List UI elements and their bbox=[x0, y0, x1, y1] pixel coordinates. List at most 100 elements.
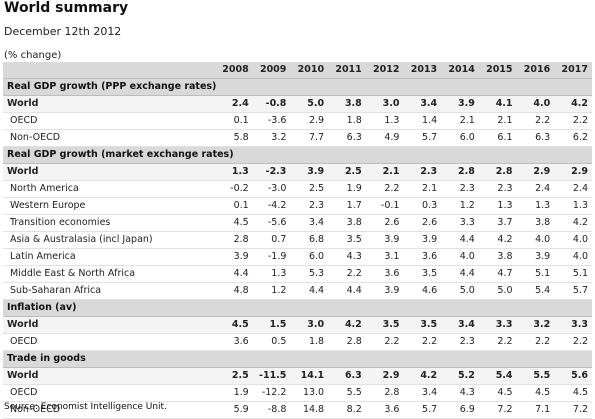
value-cell: 1.3 bbox=[365, 112, 404, 130]
value-cell: 4.2 bbox=[478, 231, 517, 249]
row-label: North America bbox=[3, 180, 216, 198]
value-cell: 3.9 bbox=[441, 95, 479, 113]
value-cell: 3.4 bbox=[403, 95, 442, 113]
value-cell: 4.4 bbox=[441, 265, 479, 283]
year-header: 2017 bbox=[554, 62, 592, 79]
value-cell: 2.2 bbox=[365, 180, 404, 198]
value-cell: 2.2 bbox=[365, 333, 404, 351]
value-cell: 3.8 bbox=[328, 95, 366, 113]
row-label: World bbox=[3, 367, 216, 385]
value-cell: 4.5 bbox=[215, 214, 253, 232]
row-label: Asia & Australasia (incl Japan) bbox=[3, 231, 216, 249]
value-cell: -0.1 bbox=[365, 197, 404, 215]
value-cell: 2.9 bbox=[290, 112, 329, 130]
value-cell: 3.8 bbox=[516, 214, 555, 232]
value-cell: 2.8 bbox=[478, 163, 517, 181]
row-label: World bbox=[3, 316, 216, 334]
value-cell: 1.9 bbox=[328, 180, 366, 198]
table-row: Middle East & North Africa 4.4 1.3 5.3 2.2 3.… bbox=[3, 265, 592, 283]
value-cell: 3.9 bbox=[403, 231, 442, 249]
value-cell: 2.3 bbox=[403, 163, 442, 181]
value-cell: 6.3 bbox=[328, 367, 366, 385]
value-cell: 5.4 bbox=[516, 282, 555, 300]
value-cell: 4.2 bbox=[554, 95, 592, 113]
value-cell: 4.2 bbox=[328, 316, 366, 334]
value-cell: 2.5 bbox=[328, 163, 366, 181]
value-cell: 0.3 bbox=[403, 197, 442, 215]
value-cell: 6.0 bbox=[290, 248, 329, 266]
value-cell: 4.8 bbox=[215, 282, 253, 300]
row-label: World bbox=[3, 163, 216, 181]
section-heading: Real GDP growth (market exchange rates) bbox=[3, 146, 592, 164]
value-cell: 2.3 bbox=[441, 180, 479, 198]
value-cell: 13.0 bbox=[290, 384, 329, 402]
value-cell: 7.2 bbox=[478, 401, 517, 419]
value-cell: 6.8 bbox=[290, 231, 329, 249]
value-cell: 4.5 bbox=[215, 316, 253, 334]
table-row: World 2.5 -11.5 14.1 6.3 2.9 4.2 5.2 5.4 5.5 5.6 bbox=[3, 367, 592, 385]
value-cell: 3.8 bbox=[478, 248, 517, 266]
value-cell: 3.3 bbox=[554, 316, 592, 334]
value-cell: 3.0 bbox=[365, 95, 404, 113]
value-cell: 2.5 bbox=[215, 367, 253, 385]
table-row: Non-OECD 5.8 3.2 7.7 6.3 4.9 5.7 6.0 6.1 6.3 6.2 bbox=[3, 129, 592, 147]
value-cell: 7.7 bbox=[290, 129, 329, 147]
value-cell: 2.2 bbox=[554, 333, 592, 351]
value-cell: 2.2 bbox=[516, 333, 555, 351]
year-header: 2011 bbox=[328, 62, 366, 79]
value-cell: 2.6 bbox=[365, 214, 404, 232]
value-cell: -3.6 bbox=[252, 112, 291, 130]
value-cell: 4.7 bbox=[478, 265, 517, 283]
value-cell: 3.6 bbox=[215, 333, 253, 351]
value-cell: 2.8 bbox=[441, 163, 479, 181]
units-note: (% change) bbox=[4, 50, 62, 61]
value-cell: 2.3 bbox=[441, 333, 479, 351]
value-cell: 8.2 bbox=[328, 401, 366, 419]
value-cell: 4.3 bbox=[441, 384, 479, 402]
value-cell: 6.9 bbox=[441, 401, 479, 419]
value-cell: 7.1 bbox=[516, 401, 555, 419]
value-cell: -2.3 bbox=[252, 163, 291, 181]
value-cell: 3.5 bbox=[403, 265, 442, 283]
value-cell: -4.2 bbox=[252, 197, 291, 215]
value-cell: -0.2 bbox=[215, 180, 253, 198]
value-cell: 2.2 bbox=[328, 265, 366, 283]
value-cell: 3.6 bbox=[365, 265, 404, 283]
table-row: Asia & Australasia (incl Japan) 2.8 0.7 6.8… bbox=[3, 231, 592, 249]
value-cell: 6.0 bbox=[441, 129, 479, 147]
value-cell: 4.5 bbox=[478, 384, 517, 402]
value-cell: 5.7 bbox=[554, 282, 592, 300]
value-cell: 3.9 bbox=[365, 282, 404, 300]
value-cell: 5.1 bbox=[554, 265, 592, 283]
value-cell: 4.0 bbox=[441, 248, 479, 266]
value-cell: 6.3 bbox=[516, 129, 555, 147]
value-cell: 4.0 bbox=[516, 95, 555, 113]
table-row: Transition economies 4.5 -5.6 3.4 3.8 2.6 2.6 3… bbox=[3, 214, 592, 232]
value-cell: 3.5 bbox=[365, 316, 404, 334]
value-cell: 6.1 bbox=[478, 129, 517, 147]
value-cell: -8.8 bbox=[252, 401, 291, 419]
row-label: OECD bbox=[3, 333, 216, 351]
table-row: Western Europe 0.1 -4.2 2.3 1.7 -0.1 0.3 1.2 1.3… bbox=[3, 197, 592, 215]
value-cell: 0.1 bbox=[215, 112, 253, 130]
value-cell: 14.1 bbox=[290, 367, 329, 385]
value-cell: 4.4 bbox=[441, 231, 479, 249]
value-cell: 1.5 bbox=[252, 316, 291, 334]
year-header: 2015 bbox=[478, 62, 517, 79]
year-header: 2010 bbox=[290, 62, 329, 79]
value-cell: 4.4 bbox=[215, 265, 253, 283]
value-cell: 2.2 bbox=[478, 333, 517, 351]
value-cell: 2.8 bbox=[365, 384, 404, 402]
row-label: Latin America bbox=[3, 248, 216, 266]
value-cell: 4.1 bbox=[478, 95, 517, 113]
value-cell: 1.2 bbox=[252, 282, 291, 300]
summary-table: 2008 2009 2010 2011 2012 2013 2014 2015 … bbox=[3, 62, 592, 419]
value-cell: 3.1 bbox=[365, 248, 404, 266]
value-cell: 4.0 bbox=[516, 231, 555, 249]
table-row: OECD 0.1 -3.6 2.9 1.8 1.3 1.4 2.1 2.1 2.2 2.2 bbox=[3, 112, 592, 130]
value-cell: 3.7 bbox=[478, 214, 517, 232]
row-label: Sub-Saharan Africa bbox=[3, 282, 216, 300]
value-cell: -12.2 bbox=[252, 384, 291, 402]
value-cell: 5.8 bbox=[215, 129, 253, 147]
value-cell: 2.1 bbox=[403, 180, 442, 198]
